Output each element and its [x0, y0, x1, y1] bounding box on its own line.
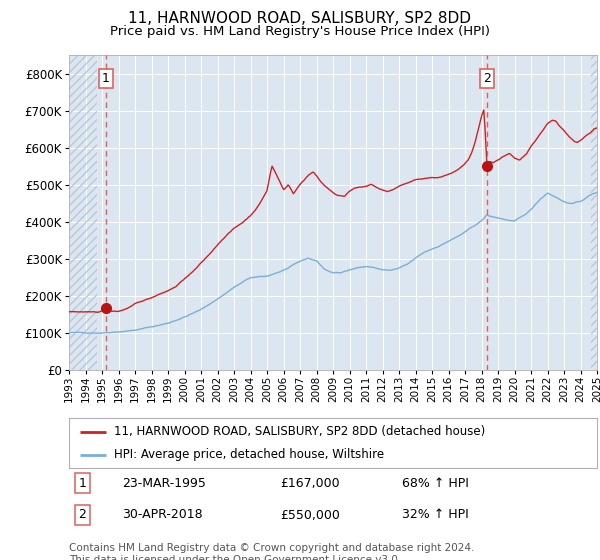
- Text: 23-MAR-1995: 23-MAR-1995: [122, 477, 206, 489]
- Text: 32% ↑ HPI: 32% ↑ HPI: [401, 508, 469, 521]
- Text: Contains HM Land Registry data © Crown copyright and database right 2024.
This d: Contains HM Land Registry data © Crown c…: [69, 543, 475, 560]
- Text: 2: 2: [78, 508, 86, 521]
- Bar: [591, 55, 597, 370]
- Bar: [69, 55, 97, 370]
- Text: 68% ↑ HPI: 68% ↑ HPI: [401, 477, 469, 489]
- Text: Price paid vs. HM Land Registry's House Price Index (HPI): Price paid vs. HM Land Registry's House …: [110, 25, 490, 38]
- Text: 11, HARNWOOD ROAD, SALISBURY, SP2 8DD (detached house): 11, HARNWOOD ROAD, SALISBURY, SP2 8DD (d…: [114, 425, 485, 438]
- Text: HPI: Average price, detached house, Wiltshire: HPI: Average price, detached house, Wilt…: [114, 448, 384, 461]
- Text: 1: 1: [101, 72, 110, 85]
- Text: 2: 2: [483, 72, 491, 85]
- Text: £167,000: £167,000: [280, 477, 340, 489]
- Text: 30-APR-2018: 30-APR-2018: [122, 508, 202, 521]
- Text: 11, HARNWOOD ROAD, SALISBURY, SP2 8DD: 11, HARNWOOD ROAD, SALISBURY, SP2 8DD: [128, 11, 472, 26]
- Text: 1: 1: [78, 477, 86, 489]
- Text: £550,000: £550,000: [280, 508, 340, 521]
